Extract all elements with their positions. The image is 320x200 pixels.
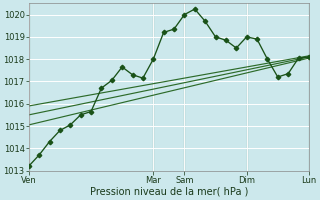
X-axis label: Pression niveau de la mer( hPa ): Pression niveau de la mer( hPa ) xyxy=(90,187,248,197)
